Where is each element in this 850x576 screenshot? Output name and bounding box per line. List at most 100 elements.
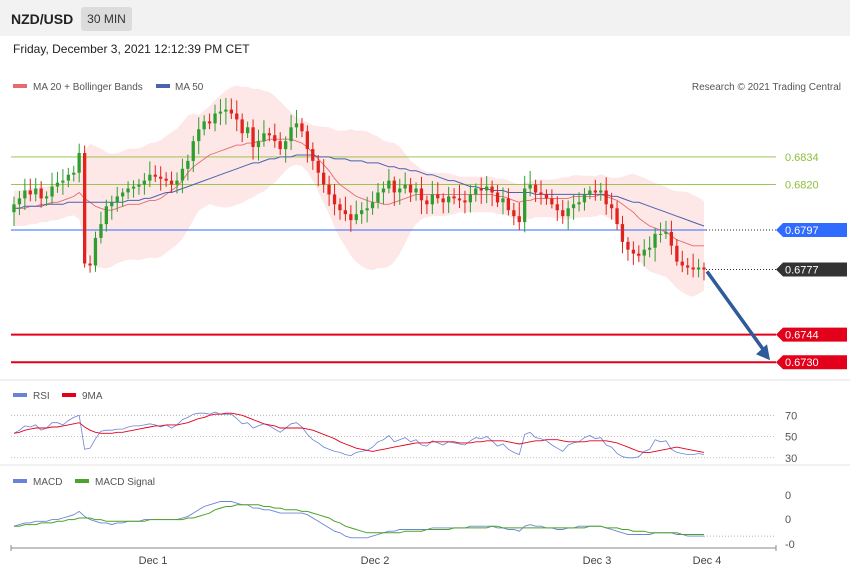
candle-body bbox=[164, 178, 168, 181]
rsi-line bbox=[13, 411, 705, 459]
candle-body bbox=[403, 184, 407, 189]
level-tag-pivot bbox=[776, 222, 847, 237]
timeframe-button[interactable]: 30 MIN bbox=[81, 7, 132, 31]
candle-body bbox=[626, 241, 630, 250]
candle-body bbox=[533, 184, 538, 193]
legend-macd-signal: MACD Signal bbox=[95, 477, 155, 488]
candle-body bbox=[392, 180, 396, 193]
candle-body bbox=[566, 208, 570, 217]
candle-body bbox=[148, 174, 152, 181]
candle-body bbox=[289, 127, 293, 142]
time-axis-label: Dec 1 bbox=[139, 555, 168, 567]
candle-body bbox=[675, 245, 679, 262]
candle-body bbox=[311, 149, 315, 161]
rsi-level-label: 70 bbox=[785, 410, 797, 422]
candle-body bbox=[452, 196, 456, 199]
candle-body bbox=[137, 184, 141, 187]
candle-body bbox=[582, 194, 587, 203]
macd-tick-label: 0 bbox=[785, 514, 791, 526]
candle-body bbox=[332, 194, 337, 205]
candle-body bbox=[23, 190, 27, 199]
candle-body bbox=[262, 133, 266, 142]
time-axis: Dec 1 Dec 2 Dec 3 Dec 4 bbox=[10, 545, 777, 567]
candle-body bbox=[142, 180, 146, 185]
level-label-current: 0.6777 bbox=[785, 264, 819, 276]
top-bar: NZD/USD 30 MIN bbox=[0, 0, 850, 36]
candle-body bbox=[256, 141, 261, 148]
candle-body bbox=[77, 153, 81, 173]
candle-body bbox=[88, 263, 92, 266]
legend-macd: MACD bbox=[33, 477, 62, 488]
candle-body bbox=[153, 174, 157, 177]
bollinger-band bbox=[14, 85, 704, 297]
candle-body bbox=[441, 198, 445, 203]
candle-body bbox=[664, 231, 668, 234]
candle-body bbox=[83, 153, 87, 264]
candle-body bbox=[175, 180, 179, 185]
rsi-level-label: 30 bbox=[785, 453, 797, 465]
candle-body bbox=[235, 113, 239, 120]
level-tag-current bbox=[776, 262, 847, 277]
candle-body bbox=[370, 202, 375, 209]
rsi-level-label: 50 bbox=[785, 432, 797, 444]
level-label-pivot: 0.6797 bbox=[785, 225, 819, 237]
time-axis-label: Dec 2 bbox=[361, 555, 390, 567]
candle-body bbox=[316, 160, 320, 173]
candle-body bbox=[322, 172, 326, 185]
legend-swatch-ma20 bbox=[13, 84, 27, 88]
candle-body bbox=[17, 198, 22, 205]
candle-body bbox=[338, 204, 342, 211]
rsi-9ma-line bbox=[13, 412, 705, 453]
candle-body bbox=[99, 224, 103, 238]
candle-body bbox=[159, 176, 163, 179]
candle-body bbox=[604, 190, 608, 205]
time-axis-label: Dec 4 bbox=[693, 555, 722, 567]
candle-body bbox=[28, 190, 32, 195]
candle-body bbox=[273, 135, 277, 142]
candle-body bbox=[55, 182, 60, 187]
candle-body bbox=[267, 133, 271, 136]
level-label-resistance: 0.6820 bbox=[785, 180, 819, 192]
candle-body bbox=[229, 109, 233, 114]
candle-body bbox=[360, 210, 364, 215]
candle-body bbox=[571, 204, 576, 209]
legend-swatch-macd-signal bbox=[75, 479, 89, 483]
candle-body bbox=[207, 121, 212, 124]
legend-ma50: MA 50 bbox=[175, 82, 204, 93]
level-label-support: 0.6730 bbox=[785, 357, 819, 369]
candle-body bbox=[631, 249, 635, 254]
candle-body bbox=[349, 214, 353, 221]
level-label-support: 0.6744 bbox=[785, 330, 819, 342]
legend-swatch-rsi-9ma bbox=[62, 393, 76, 397]
candle-body bbox=[653, 233, 657, 248]
candle-body bbox=[501, 198, 505, 203]
timestamp: Friday, December 3, 2021 12:12:39 PM CET bbox=[13, 42, 250, 56]
candle-body bbox=[34, 188, 38, 195]
candle-body bbox=[354, 214, 358, 221]
candle-body bbox=[425, 200, 429, 205]
candle-body bbox=[479, 188, 483, 191]
candle-body bbox=[686, 265, 690, 268]
legend-swatch-rsi bbox=[13, 393, 27, 397]
candle-body bbox=[408, 184, 413, 193]
candle-body bbox=[39, 188, 43, 199]
candle-body bbox=[702, 267, 706, 270]
legend-swatch-ma50 bbox=[156, 84, 170, 88]
candle-body bbox=[126, 188, 130, 193]
candle-body bbox=[495, 192, 500, 203]
candle-body bbox=[463, 200, 467, 203]
candle-body bbox=[457, 198, 462, 201]
candle-body bbox=[180, 168, 185, 181]
candle-body bbox=[610, 204, 614, 209]
legend-swatch-macd bbox=[13, 479, 27, 483]
candle-body bbox=[430, 194, 434, 205]
candle-body bbox=[12, 204, 16, 213]
candle-body bbox=[615, 208, 619, 225]
candle-body bbox=[284, 141, 288, 150]
candle-body bbox=[44, 196, 49, 199]
candle-body bbox=[490, 186, 494, 193]
macd-tick-label: -0 bbox=[785, 539, 795, 551]
macd-tick-label: 0 bbox=[785, 490, 791, 502]
candle-body bbox=[593, 190, 597, 193]
